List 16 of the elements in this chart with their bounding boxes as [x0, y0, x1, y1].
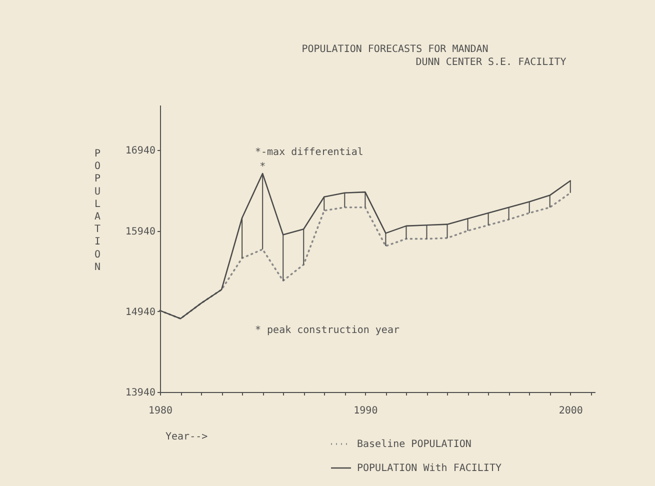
text: POPULATION [94, 148, 101, 273]
y-tick-label: 14940 [125, 306, 156, 318]
x-tick-label: 1980 [148, 406, 173, 416]
annotation: * peak construction year [255, 325, 400, 336]
y-tick-label: 13940 [125, 388, 156, 398]
legend-label: Baseline POPULATION [357, 439, 472, 450]
x-tick-label: 2000 [558, 406, 583, 416]
annotation: * [260, 162, 266, 173]
y-tick-label: 15940 [125, 226, 156, 238]
y-tick-label: 16940 [125, 146, 156, 157]
chart-title: POPULATION FORECASTS FOR MANDAN [302, 44, 488, 55]
annotation: *-max differential [255, 147, 364, 158]
x-tick-label: 1990 [354, 406, 378, 416]
chart-subtitle: DUNN CENTER S.E. FACILITY [416, 57, 566, 68]
legend-label: POPULATION With FACILITY [357, 463, 502, 474]
x-axis-title: Year--> [166, 432, 208, 442]
